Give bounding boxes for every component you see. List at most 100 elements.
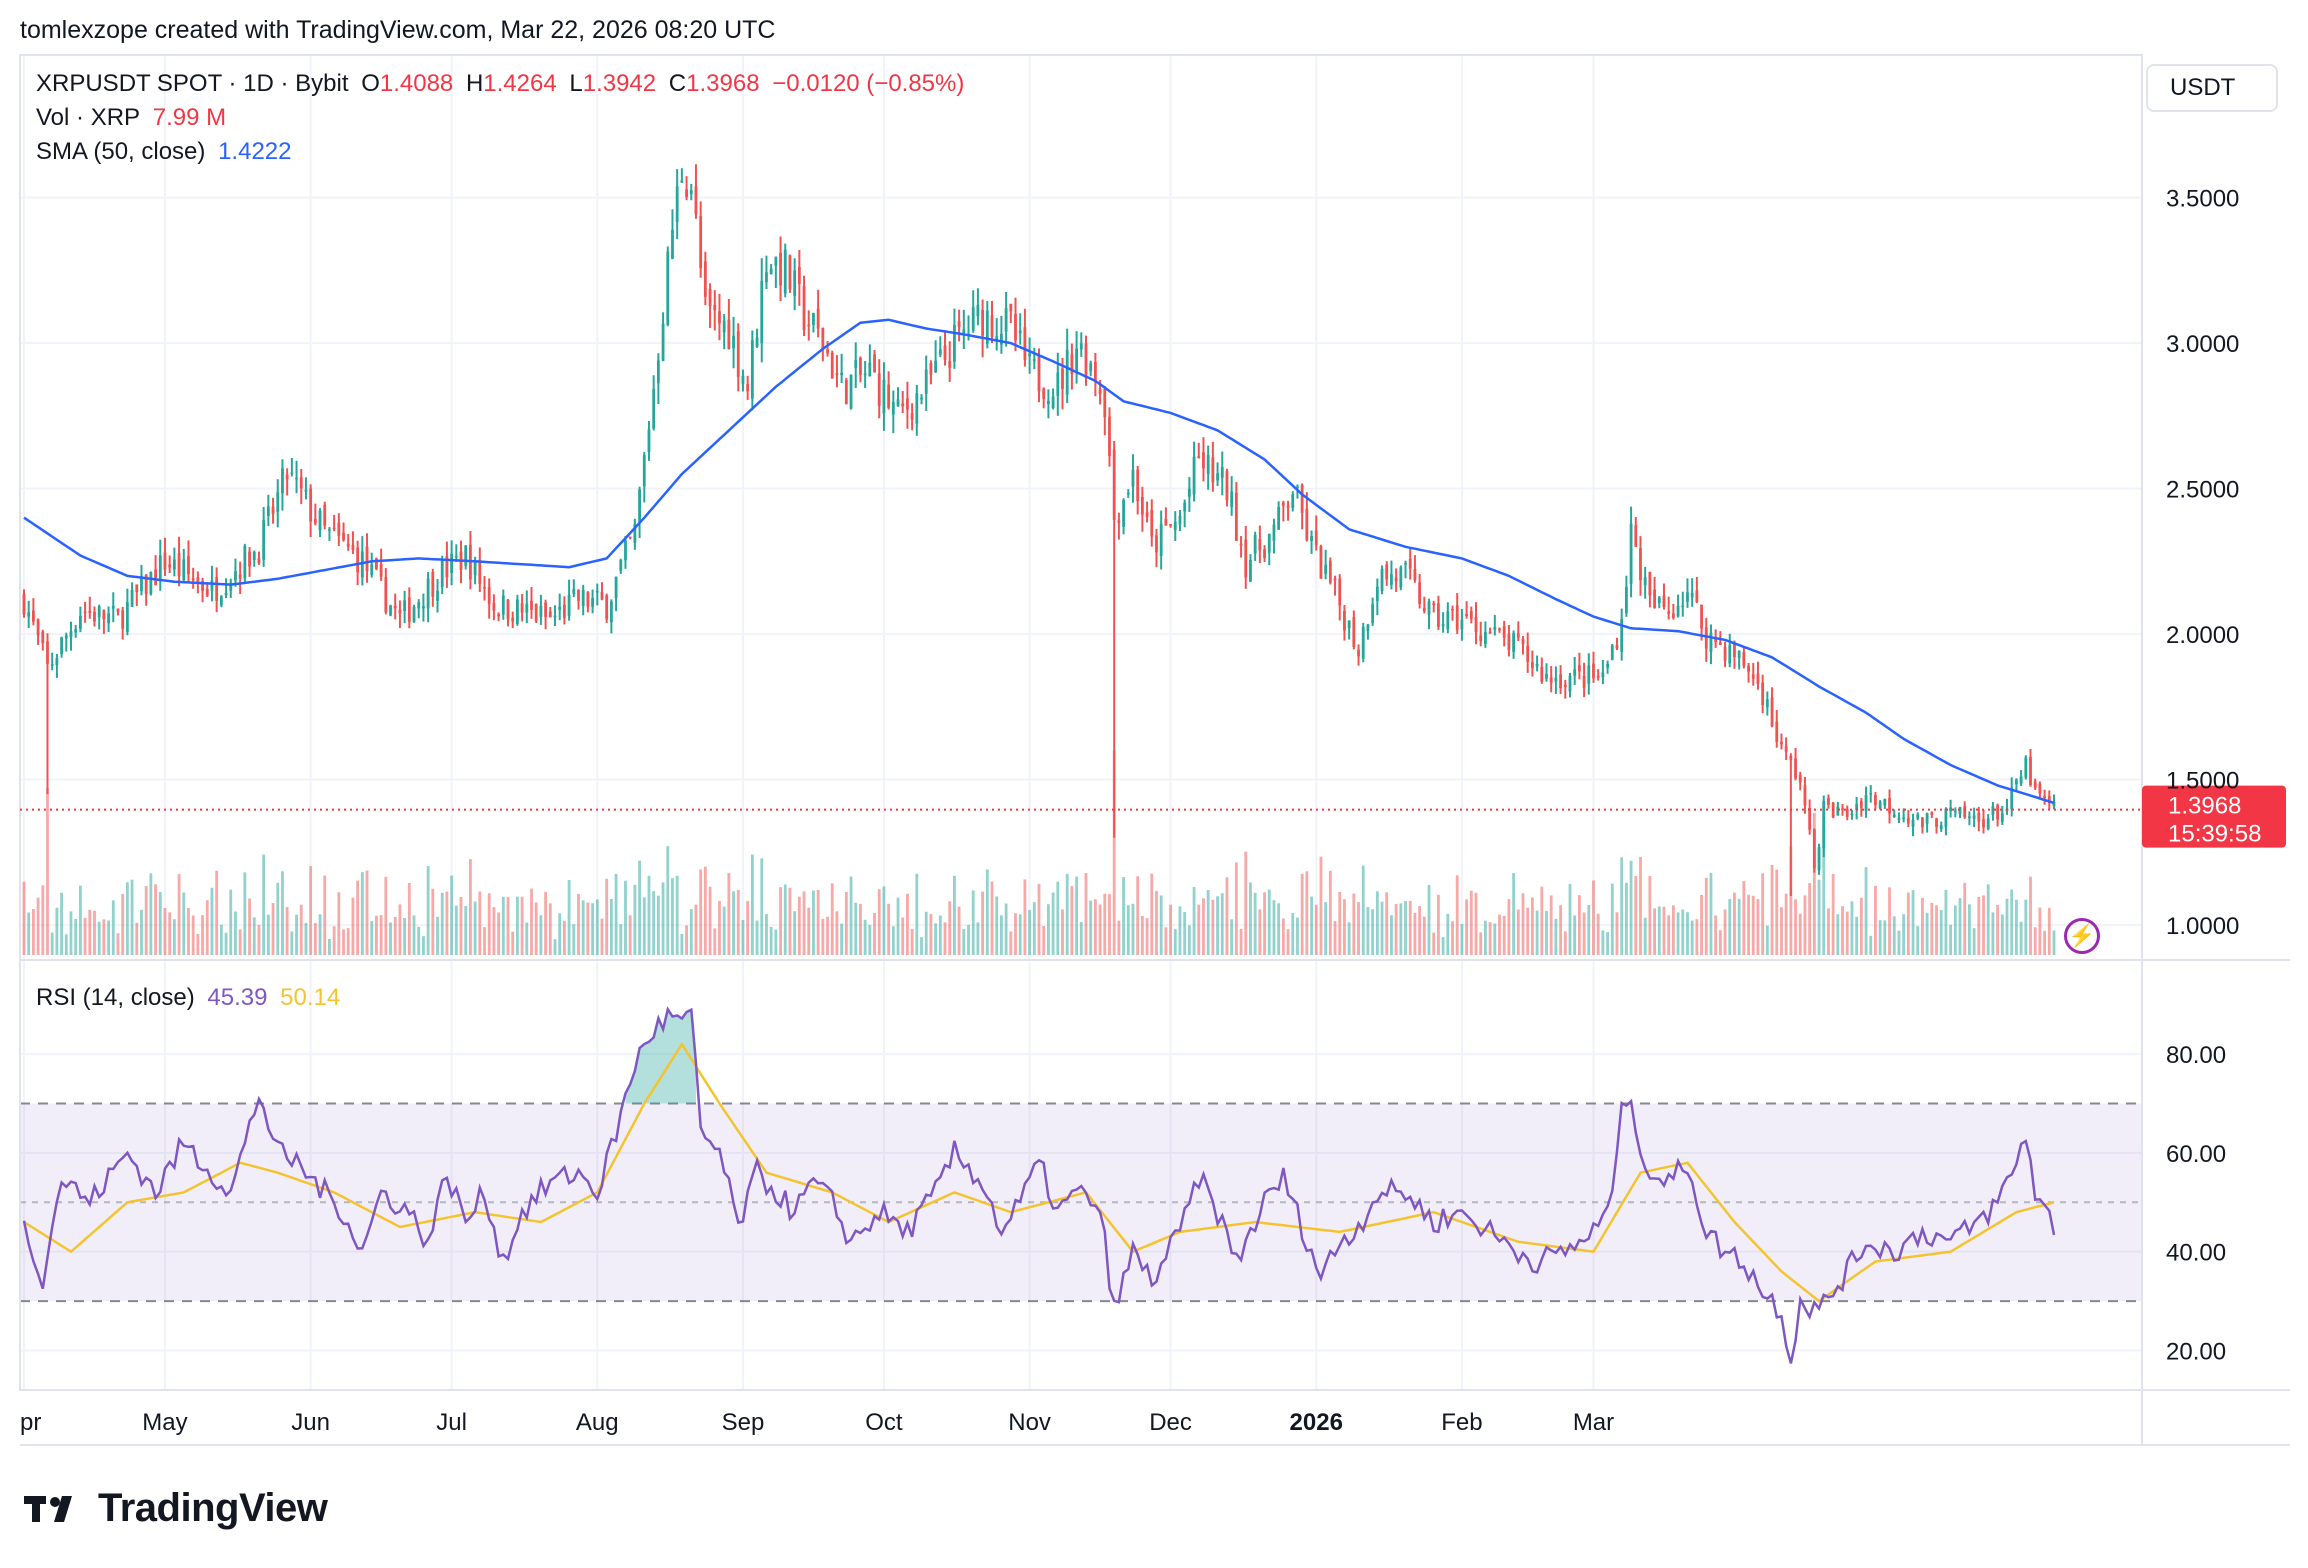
candle-body <box>55 658 59 666</box>
candle-body <box>74 629 78 633</box>
candle-body <box>445 555 449 578</box>
volume-bar <box>215 870 219 955</box>
volume-bar <box>2005 898 2009 955</box>
candle-body <box>1916 814 1920 819</box>
volume-bar <box>844 891 848 955</box>
candle-body <box>1620 618 1624 652</box>
candle-body <box>1751 674 1755 679</box>
candle-body <box>600 592 604 600</box>
volume-bar <box>1418 906 1422 955</box>
candle-body <box>1780 741 1783 745</box>
volume-bar <box>351 897 355 955</box>
volume-bar <box>1056 881 1060 955</box>
volume-bar <box>609 899 613 955</box>
volume-bar <box>1648 875 1652 955</box>
volume-bar <box>257 924 261 955</box>
candle-body <box>243 545 247 579</box>
candle-body <box>962 329 966 333</box>
candle-body <box>1225 471 1229 501</box>
brand-name: TradingView <box>98 1486 328 1530</box>
candle-body <box>548 611 552 618</box>
candle-body <box>1281 502 1285 506</box>
candle-body <box>1498 628 1501 631</box>
volume-bar <box>187 908 190 955</box>
volume-bar <box>750 854 754 955</box>
volume-bar <box>1545 910 1548 955</box>
candle-body <box>1258 539 1262 551</box>
rsi-legend[interactable]: RSI (14, close) 45.39 50.14 <box>36 984 346 1012</box>
volume-bar <box>1718 930 1722 955</box>
candle-body <box>1314 530 1318 546</box>
candle-body <box>863 373 867 376</box>
candle-body <box>1488 631 1492 634</box>
volume-bar <box>530 888 533 955</box>
volume-bar <box>605 878 609 955</box>
volume-bar <box>1244 851 1248 955</box>
candle-body <box>1361 626 1365 659</box>
close-label: C <box>668 70 687 97</box>
candle-body <box>873 354 876 373</box>
candle-body <box>1836 806 1840 816</box>
volume-bar <box>938 915 942 955</box>
sma-legend[interactable]: SMA (50, close) 1.4222 <box>36 138 297 166</box>
volume-bar <box>375 915 378 955</box>
volume-bar <box>1441 937 1445 955</box>
volume-bar <box>1018 914 1022 955</box>
volume-bar <box>1277 903 1281 955</box>
volume-bar <box>1704 877 1708 955</box>
volume-bar <box>50 932 54 955</box>
price-tick-label: 2.5000 <box>2166 477 2239 504</box>
candle-body <box>1018 330 1022 334</box>
candle-body <box>1192 456 1196 495</box>
rsi-tick-label: 40.00 <box>2166 1240 2226 1267</box>
volume-bar <box>1079 922 1083 955</box>
volume-bar <box>1756 899 1760 955</box>
candle-body <box>102 610 106 620</box>
volume-bar <box>1888 887 1891 955</box>
volume-bar <box>1042 925 1046 955</box>
candle-body <box>1888 797 1891 814</box>
candle-body <box>46 641 49 664</box>
time-tick-label: pr <box>20 1409 41 1436</box>
candle-body <box>1592 663 1595 679</box>
volume-bar <box>1573 915 1577 955</box>
symbol-legend[interactable]: XRPUSDT SPOT · 1D · Bybit O1.4088 H1.426… <box>36 70 970 98</box>
candle-body <box>328 529 331 531</box>
candle-body <box>1493 627 1497 630</box>
candle-body <box>266 506 270 517</box>
rsi-ma-line <box>23 1041 2055 1303</box>
candle-body <box>487 587 491 605</box>
volume-bar <box>891 926 895 955</box>
volume-bar <box>1155 890 1158 955</box>
volume-bar <box>1991 912 1995 955</box>
volume-bar <box>144 886 148 955</box>
volume-bar <box>1620 857 1624 955</box>
volume-bar <box>1474 892 1478 955</box>
volume-bar <box>802 891 806 955</box>
volume-bar <box>158 892 162 955</box>
volume-bar <box>1291 912 1295 955</box>
candle-body <box>1108 416 1111 456</box>
volume-bar <box>1328 870 1332 955</box>
candle-body <box>1009 303 1013 312</box>
currency-selector[interactable]: USDT <box>2146 64 2278 112</box>
volume-legend[interactable]: Vol · XRP 7.99 M <box>36 104 232 132</box>
volume-bar <box>1530 897 1534 955</box>
candle-body <box>990 315 994 337</box>
candle-body <box>1211 457 1215 483</box>
candle-body <box>957 321 961 328</box>
volume-bar <box>1098 904 1102 955</box>
candle-body <box>1173 521 1177 531</box>
volume-bar <box>1686 912 1689 955</box>
candle-body <box>1079 343 1083 350</box>
lightning-icon[interactable]: ⚡ <box>2064 918 2100 954</box>
volume-bar <box>191 915 195 955</box>
candle-body <box>605 595 609 620</box>
volume-bar <box>172 919 176 955</box>
candle-body <box>1371 604 1375 624</box>
volume-bar <box>266 914 270 955</box>
candle-body <box>1761 682 1765 706</box>
change-value: −0.0120 (−0.85%) <box>772 70 965 97</box>
candle-body <box>1845 808 1849 817</box>
